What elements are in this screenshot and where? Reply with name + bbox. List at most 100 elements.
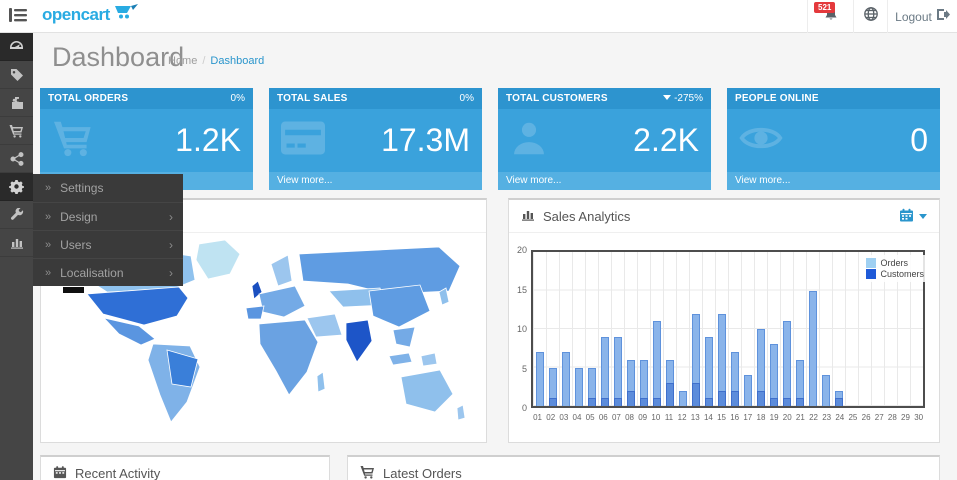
customers-bar [756, 390, 765, 406]
map-indonesia [388, 352, 413, 366]
orders-bar [600, 336, 609, 406]
submenu-stub [63, 287, 84, 293]
bar-slot-15 [715, 252, 728, 406]
double-chevron-icon: » [45, 238, 52, 251]
map-uk [251, 280, 263, 300]
eye-icon [739, 122, 783, 159]
map-madagascar [316, 371, 326, 393]
chart-x-axis-labels: 01 02 03 04 05 06 07 08 09 10 11 12 13 14 15 16 17 18 19 20… [533, 413, 924, 422]
map-usa [86, 286, 189, 326]
tile-total-customers: TOTAL CUSTOMERS -275% 2.2K View more... [498, 88, 711, 190]
view-more-link[interactable]: View more... [727, 172, 940, 190]
customers-bar [795, 398, 804, 406]
opencart-cart-icon [114, 4, 140, 25]
tile-people-online: PEOPLE ONLINE 0 View more... [727, 88, 940, 190]
map-se-asia [392, 326, 416, 348]
stores-button[interactable] [853, 0, 887, 33]
sidebar-item-marketing[interactable] [0, 145, 33, 173]
bar-slot-16 [728, 252, 741, 406]
sidebar-item-dashboard[interactable] [0, 33, 33, 61]
tile-total-sales: TOTAL SALES 0% 17.3M View more... [269, 88, 482, 190]
map-russia [298, 246, 461, 295]
bar-slot-17 [741, 252, 754, 406]
header-actions: 521 Logout [807, 0, 957, 33]
date-range-button[interactable] [899, 208, 927, 225]
logout-icon [936, 8, 950, 26]
breadcrumb-current-link[interactable]: Dashboard [210, 55, 265, 67]
sidebar-item-catalog[interactable] [0, 61, 33, 89]
submenu-item-settings[interactable]: » Settings [45, 181, 104, 195]
submenu-item-users[interactable]: » Users › [33, 230, 183, 258]
bar-slot-13 [689, 252, 702, 406]
orders-legend-swatch [866, 258, 877, 268]
sidebar-item-reports[interactable] [0, 229, 33, 257]
menu-toggle-icon[interactable] [7, 6, 31, 26]
orders-bar [769, 344, 778, 406]
sidebar-item-tools[interactable] [0, 201, 33, 229]
user-icon [510, 119, 548, 162]
catalog-tag-icon [10, 68, 24, 82]
top-header-bar: opencart 521 [0, 0, 957, 33]
customers-bar [691, 382, 700, 406]
logout-button[interactable]: Logout [887, 0, 957, 33]
orders-bar [535, 352, 544, 406]
bar-slot-14 [702, 252, 715, 406]
extensions-puzzle-icon [10, 96, 24, 110]
breadcrumb-home-link[interactable]: Home [168, 55, 198, 67]
bar-slot-24 [832, 252, 845, 406]
map-japan [438, 287, 450, 306]
bar-chart-icon [521, 208, 535, 224]
customers-bar [665, 382, 674, 406]
breadcrumb: Home / Dashboard [168, 55, 264, 67]
cart-icon [360, 465, 375, 480]
map-africa [258, 319, 319, 396]
chart-legend: Orders Customers [863, 255, 927, 282]
recent-activity-title: Recent Activity [75, 465, 161, 480]
notifications-badge: 521 [814, 2, 836, 13]
map-india [345, 319, 373, 363]
chart-bars [533, 252, 923, 406]
bar-slot-02 [546, 252, 559, 406]
bar-slot-11 [663, 252, 676, 406]
breadcrumb-separator: / [202, 55, 206, 67]
tile-title: TOTAL ORDERS [48, 93, 129, 104]
customers-bar [782, 398, 791, 406]
bar-slot-21 [793, 252, 806, 406]
map-iberia [245, 305, 265, 320]
customers-legend-label: Customers [880, 269, 924, 279]
bar-slot-05 [585, 252, 598, 406]
customers-bar [548, 398, 557, 406]
map-scandinavia [270, 254, 293, 287]
submenu-item-design[interactable]: » Design › [33, 202, 183, 230]
credit-card-icon [281, 120, 325, 161]
dashboard-icon [9, 40, 24, 54]
opencart-logo[interactable]: opencart [42, 4, 140, 25]
sidebar-item-extensions[interactable] [0, 89, 33, 117]
stat-tiles-row: TOTAL ORDERS 0% 1.2K View more... TOTAL … [40, 88, 940, 190]
bar-slot-04 [572, 252, 585, 406]
map-china [368, 284, 431, 328]
bar-slot-07 [611, 252, 624, 406]
logo-text: opencart [42, 4, 110, 24]
calendar-icon [53, 465, 67, 480]
caret-down-icon [919, 213, 927, 219]
notifications-button[interactable]: 521 [807, 0, 853, 33]
globe-icon [863, 6, 879, 27]
tile-title: PEOPLE ONLINE [735, 93, 819, 104]
view-more-link[interactable]: View more... [498, 172, 711, 190]
chevron-right-icon: › [169, 237, 173, 252]
calendar-icon [899, 208, 914, 225]
tile-value: 0 [910, 122, 928, 158]
bar-slot-22 [806, 252, 819, 406]
orders-bar [743, 375, 752, 406]
orders-bar [808, 290, 817, 406]
sidebar-item-sales[interactable] [0, 117, 33, 145]
orders-bar [821, 375, 830, 406]
sidebar-item-system[interactable] [0, 173, 33, 201]
view-more-link[interactable]: View more... [269, 172, 482, 190]
customers-bar [730, 390, 739, 406]
double-chevron-icon: » [45, 182, 52, 194]
double-chevron-icon: » [45, 210, 52, 223]
orders-bar [782, 321, 791, 406]
submenu-item-localisation[interactable]: » Localisation › [33, 258, 183, 286]
